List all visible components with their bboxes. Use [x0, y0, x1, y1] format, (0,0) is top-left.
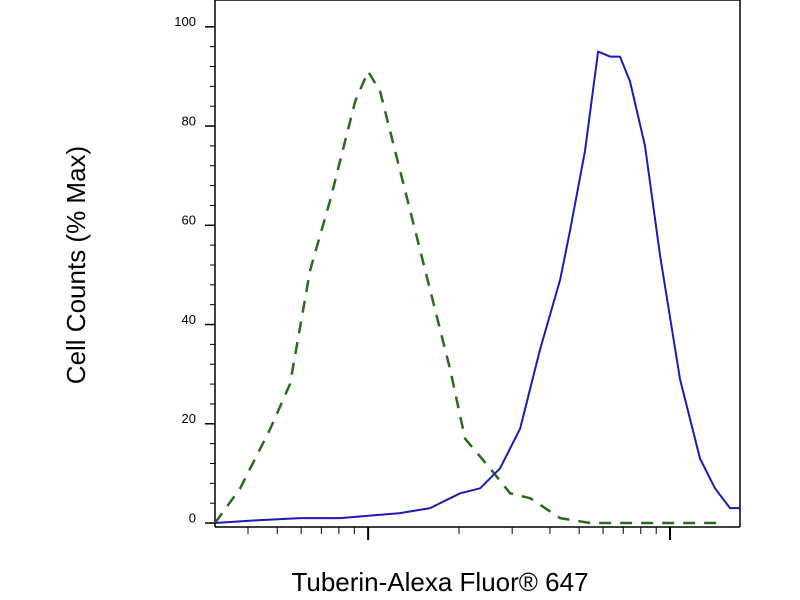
series-line: [213, 70, 720, 525]
y-tick-label: 60: [182, 213, 196, 228]
y-tick-label: 20: [182, 411, 196, 426]
y-axis-label: Cell Counts (% Max): [61, 146, 91, 384]
y-tick-label: 40: [182, 312, 196, 327]
y-tick-label: 100: [174, 14, 196, 29]
y-tick-label: 0: [189, 510, 196, 525]
x-axis-label: Tuberin-Alexa Fluor® 647: [291, 567, 588, 597]
y-tick-label: 80: [182, 113, 196, 128]
series-line: [214, 50, 740, 524]
